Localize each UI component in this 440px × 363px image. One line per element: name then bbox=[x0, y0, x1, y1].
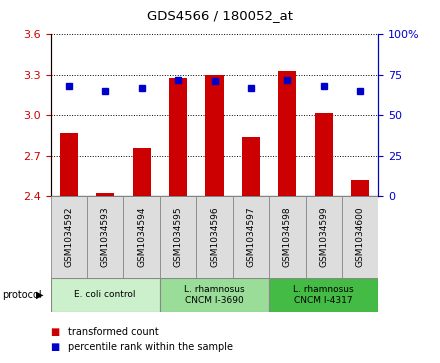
Text: GSM1034594: GSM1034594 bbox=[137, 207, 146, 267]
Bar bbox=[51, 196, 87, 278]
Text: GSM1034599: GSM1034599 bbox=[319, 207, 328, 267]
Text: GSM1034600: GSM1034600 bbox=[356, 207, 365, 267]
Bar bbox=[305, 196, 342, 278]
Bar bbox=[132, 147, 151, 196]
Bar bbox=[315, 113, 333, 196]
Text: protocol: protocol bbox=[2, 290, 42, 300]
Text: ▶: ▶ bbox=[36, 290, 44, 300]
Bar bbox=[124, 196, 160, 278]
Text: GDS4566 / 180052_at: GDS4566 / 180052_at bbox=[147, 9, 293, 22]
Bar bbox=[87, 196, 124, 278]
Bar bbox=[242, 137, 260, 196]
Text: GSM1034593: GSM1034593 bbox=[101, 207, 110, 267]
Text: GSM1034598: GSM1034598 bbox=[283, 207, 292, 267]
Text: E. coli control: E. coli control bbox=[74, 290, 136, 299]
Bar bbox=[196, 196, 233, 278]
Bar bbox=[278, 71, 297, 196]
Bar bbox=[160, 278, 269, 312]
Bar bbox=[269, 196, 305, 278]
Bar bbox=[269, 278, 378, 312]
Text: transformed count: transformed count bbox=[68, 327, 159, 337]
Text: L. rhamnosus
CNCM I-4317: L. rhamnosus CNCM I-4317 bbox=[293, 285, 354, 305]
Bar bbox=[169, 78, 187, 196]
Bar bbox=[160, 196, 196, 278]
Bar bbox=[96, 193, 114, 196]
Bar bbox=[342, 196, 378, 278]
Bar bbox=[351, 180, 369, 196]
Text: GSM1034596: GSM1034596 bbox=[210, 207, 219, 267]
Bar bbox=[60, 133, 78, 196]
Bar bbox=[51, 278, 160, 312]
Bar bbox=[233, 196, 269, 278]
Text: ■: ■ bbox=[51, 342, 60, 352]
Text: L. rhamnosus
CNCM I-3690: L. rhamnosus CNCM I-3690 bbox=[184, 285, 245, 305]
Text: GSM1034597: GSM1034597 bbox=[246, 207, 256, 267]
Text: percentile rank within the sample: percentile rank within the sample bbox=[68, 342, 233, 352]
Text: GSM1034592: GSM1034592 bbox=[64, 207, 73, 267]
Bar bbox=[205, 75, 224, 196]
Text: GSM1034595: GSM1034595 bbox=[173, 207, 183, 267]
Text: ■: ■ bbox=[51, 327, 60, 337]
